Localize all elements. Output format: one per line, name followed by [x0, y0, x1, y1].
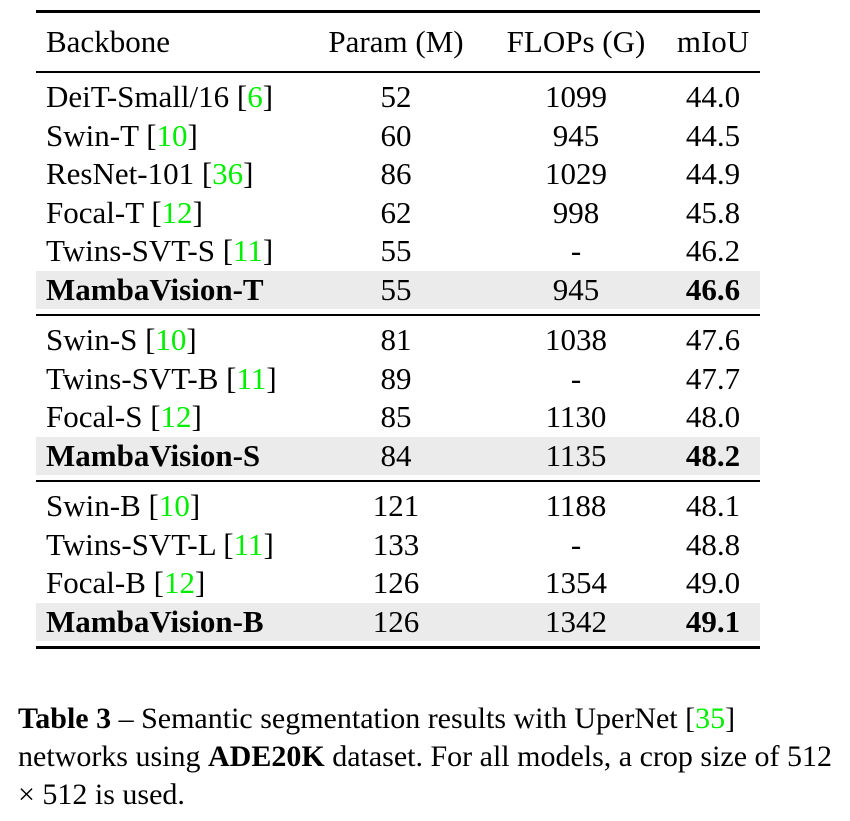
- miou-cell: 47.7: [685, 360, 741, 396]
- miou-cell: 48.1: [685, 488, 741, 524]
- citation-link[interactable]: 11: [236, 360, 267, 396]
- table-row: MambaVision-T 55 945 46.6: [36, 270, 760, 309]
- table-row: Twins-SVT-L [11] 133 - 48.8: [36, 526, 760, 565]
- backbone-cell: MambaVision-S: [46, 437, 261, 473]
- param-cell: 89: [380, 360, 412, 396]
- row-group: DeiT-Small/16 [6] 52 1099 44.0 Swin-T [10] 60…: [36, 73, 760, 314]
- backbone-cell: Swin-B [10]: [46, 488, 201, 524]
- table-row: MambaVision-B 126 1342 49.1: [36, 602, 760, 641]
- param-cell: 126: [372, 565, 420, 601]
- backbone-cell: DeiT-Small/16 [6]: [46, 79, 274, 115]
- top-rule: [36, 10, 760, 13]
- param-cell: 55: [380, 271, 412, 307]
- param-cell: 62: [380, 194, 412, 230]
- table-row: MambaVision-S 84 1135 48.2: [36, 436, 760, 475]
- table-row: Focal-T [12] 62 998 45.8: [36, 194, 760, 233]
- header-param: Param (M): [328, 24, 464, 59]
- flops-cell: 1099: [545, 79, 607, 115]
- miou-cell: 48.8: [685, 526, 741, 562]
- table-row: Twins-SVT-S [11] 55 - 46.2: [36, 232, 760, 271]
- table-row: DeiT-Small/16 [6] 52 1099 44.0: [36, 78, 760, 117]
- table-row: Swin-B [10] 121 1188 48.1: [36, 487, 760, 526]
- miou-cell: 49.1: [685, 603, 741, 639]
- group-rule: [36, 314, 760, 316]
- param-cell: 85: [380, 399, 412, 435]
- backbone-cell: MambaVision-T: [46, 271, 264, 307]
- table-caption: Table 3 – Semantic segmentation results …: [18, 702, 833, 811]
- miou-cell: 48.0: [685, 399, 741, 435]
- param-cell: 84: [380, 437, 412, 473]
- table-row: Focal-S [12] 85 1130 48.0: [36, 398, 760, 437]
- backbone-cell: Focal-B [12]: [46, 565, 206, 601]
- param-cell: 55: [380, 233, 412, 269]
- table-row: Swin-T [10] 60 945 44.5: [36, 117, 760, 156]
- miou-cell: 44.5: [685, 117, 741, 153]
- table-row: ResNet-101 [36] 86 1029 44.9: [36, 155, 760, 194]
- param-cell: 126: [372, 603, 420, 639]
- citation-link[interactable]: 12: [160, 399, 192, 435]
- citation-link[interactable]: 10: [156, 117, 188, 153]
- flops-cell: 945: [552, 271, 600, 307]
- flops-cell: 1135: [545, 437, 607, 473]
- citation-link[interactable]: 6: [247, 79, 263, 115]
- backbone-cell: Focal-S [12]: [46, 399, 202, 435]
- citation-link[interactable]: 35: [695, 702, 726, 735]
- backbone-cell: Twins-SVT-L [11]: [46, 526, 274, 562]
- header-flops: FLOPs (G): [506, 24, 646, 59]
- miou-cell: 44.9: [685, 156, 741, 192]
- header-rule: [36, 71, 760, 73]
- backbone-cell: Focal-T [12]: [46, 194, 203, 230]
- citation-link[interactable]: 36: [212, 156, 244, 192]
- citation-link[interactable]: 10: [158, 488, 190, 524]
- citation-link[interactable]: 11: [233, 233, 263, 269]
- table-row: Twins-SVT-B [11] 89 - 47.7: [36, 360, 760, 399]
- bottom-rule: [36, 646, 760, 649]
- group-rule: [36, 480, 760, 482]
- flops-cell: 998: [552, 194, 600, 230]
- header-row: Backbone Param (M) FLOPs (G) mIoU: [36, 13, 760, 71]
- param-cell: 121: [372, 488, 420, 524]
- miou-cell: 44.0: [685, 79, 741, 115]
- flops-cell: -: [570, 526, 582, 562]
- miou-cell: 46.6: [685, 271, 741, 307]
- param-cell: 81: [380, 322, 412, 358]
- citation-link[interactable]: 11: [233, 526, 264, 562]
- param-cell: 52: [380, 79, 412, 115]
- flops-cell: 1342: [545, 603, 607, 639]
- backbone-cell: Swin-T [10]: [46, 117, 198, 153]
- param-cell: 86: [380, 156, 412, 192]
- miou-cell: 45.8: [685, 194, 741, 230]
- citation-link[interactable]: 10: [155, 322, 187, 358]
- flops-cell: 1038: [545, 322, 607, 358]
- flops-cell: 1188: [545, 488, 607, 524]
- backbone-cell: ResNet-101 [36]: [46, 156, 254, 192]
- row-group: Swin-S [10] 81 1038 47.6 Twins-SVT-B [11] 89 -…: [36, 316, 760, 480]
- header-backbone: Backbone: [46, 24, 170, 59]
- backbone-cell: Twins-SVT-B [11]: [46, 360, 277, 396]
- flops-cell: 1130: [545, 399, 607, 435]
- miou-cell: 47.6: [685, 322, 741, 358]
- flops-cell: 1354: [545, 565, 607, 601]
- flops-cell: -: [570, 360, 582, 396]
- miou-cell: 49.0: [685, 565, 741, 601]
- backbone-cell: MambaVision-B: [46, 603, 264, 639]
- flops-cell: -: [570, 233, 582, 269]
- results-table: Backbone Param (M) FLOPs (G) mIoU DeiT-S…: [36, 10, 760, 649]
- table-row: Swin-S [10] 81 1038 47.6: [36, 321, 760, 360]
- param-cell: 133: [372, 526, 420, 562]
- param-cell: 60: [380, 117, 412, 153]
- backbone-cell: Swin-S [10]: [46, 322, 197, 358]
- citation-link[interactable]: 12: [161, 194, 193, 230]
- table-row: Focal-B [12] 126 1354 49.0: [36, 564, 760, 603]
- backbone-cell: Twins-SVT-S [11]: [46, 233, 274, 269]
- miou-cell: 46.2: [685, 233, 741, 269]
- citation-link[interactable]: 12: [163, 565, 195, 601]
- flops-cell: 1029: [545, 156, 607, 192]
- miou-cell: 48.2: [685, 437, 741, 473]
- dataset-name: ADE20K: [208, 740, 325, 773]
- header-miou: mIoU: [676, 24, 750, 59]
- caption-label: Table 3: [18, 702, 112, 735]
- flops-cell: 945: [552, 117, 600, 153]
- row-group: Swin-B [10] 121 1188 48.1 Twins-SVT-L [11] 13…: [36, 482, 760, 646]
